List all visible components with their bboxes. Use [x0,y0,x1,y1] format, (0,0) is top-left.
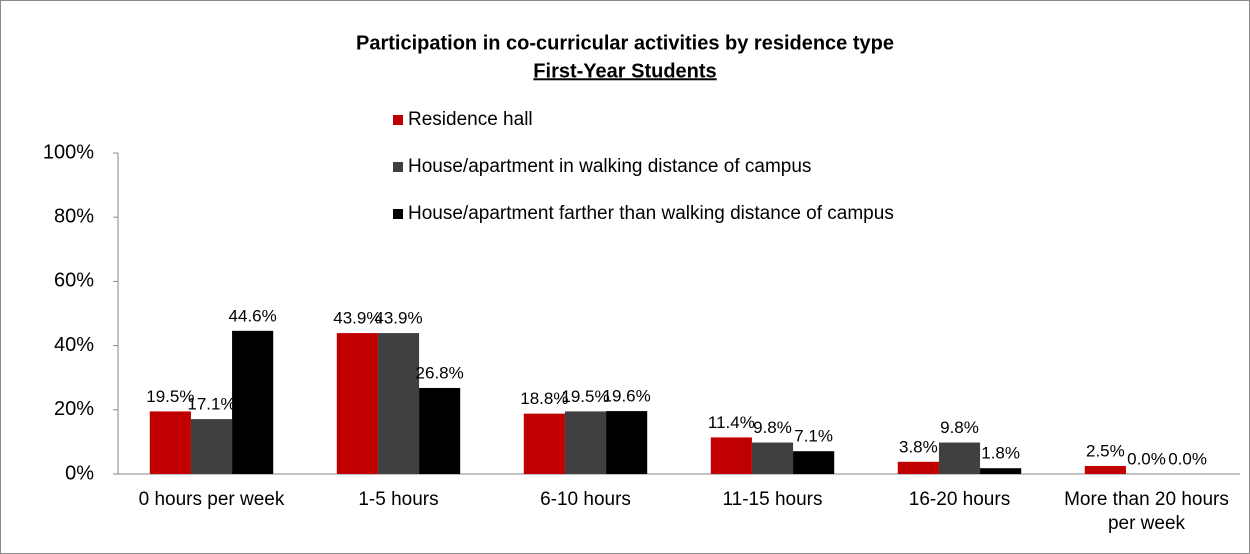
data-label: 43.9% [374,309,422,328]
bar [564,411,607,474]
bar [793,451,835,474]
bar [897,461,939,474]
bar [938,442,981,474]
y-tick-label: 40% [54,334,94,356]
x-tick-label: 0 hours per week [138,489,285,510]
bar [377,333,420,474]
bar [336,333,378,474]
chart-title: Participation in co-curricular activitie… [356,32,894,54]
legend-label: House/apartment in walking distance of c… [408,156,811,177]
x-tick-label: 6-10 hours [540,489,631,510]
data-label: 9.8% [940,418,979,437]
y-tick-label: 60% [54,270,94,292]
data-label: 0.0% [1168,449,1207,468]
bar [523,413,565,474]
data-label: 11.4% [708,413,755,432]
legend-label: Residence hall [408,109,533,130]
bar [190,419,233,474]
legend-swatch [393,162,403,172]
x-tick-label: 11-15 hours [722,489,823,510]
legend-swatch [393,115,403,125]
data-label: 1.8% [981,444,1020,463]
bar [1084,465,1126,474]
data-label: 0.0% [1127,449,1166,468]
data-label: 26.8% [416,363,464,382]
bar [606,411,648,474]
data-label: 7.1% [794,427,833,446]
legend-swatch [393,209,403,219]
data-label: 19.5% [146,387,194,406]
legend-label: House/apartment farther than walking dis… [408,203,894,224]
chart-subtitle: First-Year Students [533,60,716,82]
data-label: 17.1% [187,395,235,414]
bar [419,387,461,474]
x-tick-label: More than 20 hours per week [1064,489,1229,534]
bar [710,437,752,474]
y-tick-label: 100% [43,141,94,163]
data-label: 19.5% [561,387,609,406]
bar [751,442,794,474]
bar [149,411,191,474]
data-label: 43.9% [333,309,381,328]
x-tick-label: 16-20 hours [908,489,1011,510]
y-tick-label: 20% [54,398,94,420]
y-tick-label: 0% [65,462,94,484]
data-label: 18.8% [520,389,568,408]
y-tick-label: 80% [54,205,94,227]
data-label: 3.8% [899,437,938,456]
data-label: 44.6% [229,306,277,325]
data-label: 9.8% [753,418,792,437]
x-tick-label: 1-5 hours [358,489,439,510]
data-label: 19.6% [603,387,651,406]
data-label: 2.5% [1086,441,1125,460]
bar [980,468,1022,474]
bar [232,330,274,474]
